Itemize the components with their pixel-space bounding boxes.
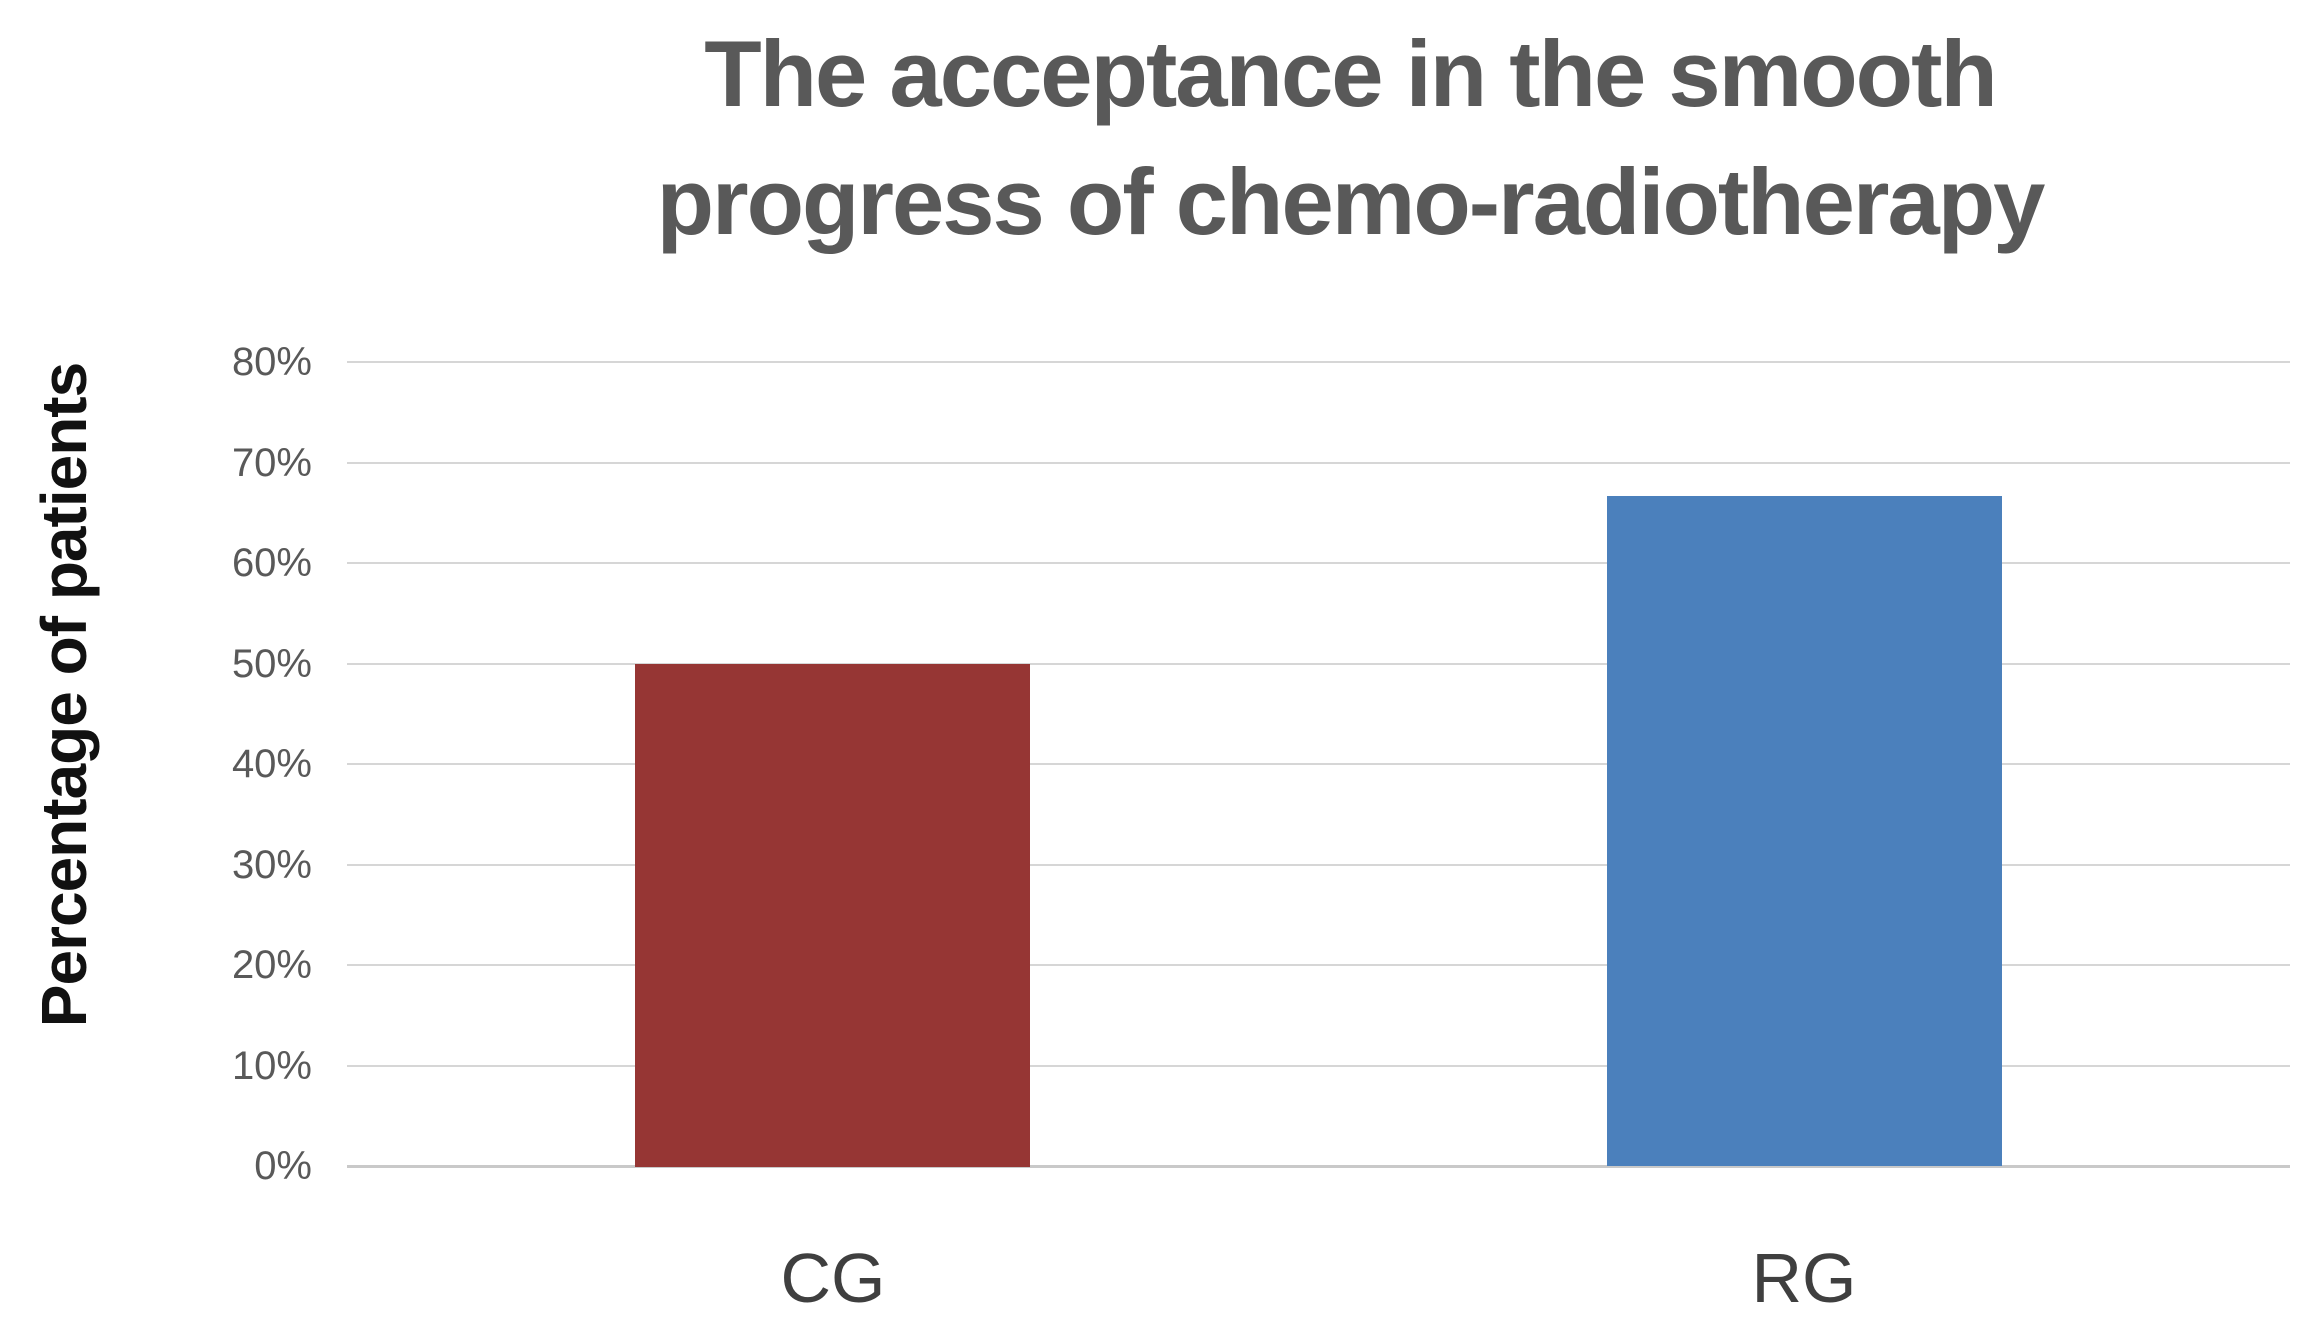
x-tick-label-cg: CG (780, 1239, 886, 1317)
gridline-20 (347, 964, 2290, 966)
y-tick-label-30: 30% (231, 842, 312, 887)
y-tick-label-0: 0% (254, 1144, 312, 1188)
gridline-0 (347, 1165, 2290, 1168)
gridline-40 (347, 763, 2290, 765)
bar-rg (1607, 496, 2002, 1166)
chart-title: The acceptance in the smooth progress of… (390, 10, 2310, 266)
gridline-50 (347, 662, 2290, 665)
gridline-30 (347, 863, 2290, 866)
chart-title-line-2: progress of chemo-radiotherapy (656, 149, 2046, 254)
y-tick-label-20: 20% (231, 943, 312, 987)
y-tick-label-40: 40% (231, 742, 312, 786)
y-tick-label-10: 10% (231, 1043, 312, 1088)
y-tick-label-80: 80% (231, 340, 312, 384)
x-tick-label-rg: RG (1751, 1239, 1857, 1317)
y-tick-label-70: 70% (231, 440, 312, 485)
y-tick-label-50: 50% (231, 641, 312, 686)
y-axis-title: Percentage of patients (28, 362, 100, 1028)
y-tick-label-60: 60% (231, 541, 312, 585)
gridline-70 (347, 461, 2290, 464)
chart-title-line-1: The acceptance in the smooth (704, 21, 1998, 126)
gridline-80 (347, 361, 2290, 363)
gridline-60 (347, 562, 2290, 564)
bar-cg (635, 664, 1030, 1167)
plot-area (347, 361, 2290, 1168)
gridline-10 (347, 1064, 2290, 1067)
